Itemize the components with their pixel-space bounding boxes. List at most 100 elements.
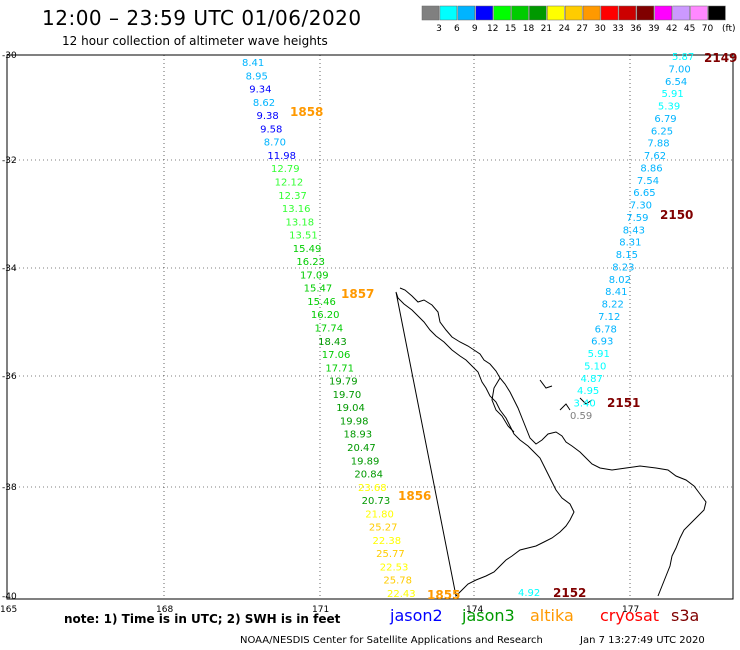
- wave-height-value: 0.59: [570, 411, 592, 422]
- legend-label: 6: [454, 24, 460, 34]
- lon-tick-label: 165: [0, 605, 17, 615]
- wave-height-value: 21.80: [365, 509, 394, 520]
- legend-swatch: [564, 5, 583, 21]
- legend-swatch: [672, 5, 690, 21]
- legend-label: 27: [576, 24, 587, 34]
- map-frame: [6, 54, 734, 600]
- wave-height-value: 16.20: [311, 310, 340, 321]
- legend-swatch: [529, 5, 547, 21]
- legend-unit: (ft): [722, 24, 736, 34]
- legend-label: 39: [648, 24, 660, 34]
- wave-height-value: 19.04: [336, 403, 365, 414]
- wave-height-value: 5.10: [584, 361, 606, 372]
- wave-height-value: 20.84: [354, 470, 383, 481]
- legend-swatch: [600, 5, 619, 21]
- wave-height-value: 8.86: [640, 163, 662, 174]
- wave-height-value: 7.88: [647, 139, 669, 150]
- wave-height-value: 11.98: [267, 151, 296, 162]
- wave-height-value: 5.91: [588, 349, 610, 360]
- legend-label: 70: [702, 24, 714, 34]
- legend-label: 33: [612, 24, 623, 34]
- satellite-jason3: jason3: [462, 606, 515, 625]
- wave-height-value: 8.70: [264, 138, 286, 149]
- legend-label: 24: [559, 24, 571, 34]
- wave-height-value: 7.62: [644, 151, 666, 162]
- wave-height-value: 12.79: [271, 164, 300, 175]
- lat-tick-label: -34: [2, 264, 17, 274]
- map-title: 12:00 – 23:59 UTC 01/06/2020: [42, 6, 362, 30]
- lon-tick-label: 168: [156, 605, 173, 615]
- wave-height-value: 13.51: [289, 231, 318, 242]
- wave-height-value: 18.43: [318, 337, 347, 348]
- legend-label: 15: [505, 24, 516, 34]
- wave-height-value: 8.23: [612, 262, 634, 273]
- wave-height-value: 17.74: [315, 324, 344, 335]
- legend-label: 12: [487, 24, 498, 34]
- wave-height-value: 5.87: [672, 52, 694, 63]
- legend-swatch: [493, 5, 511, 21]
- wave-height-value: 22.38: [373, 536, 402, 547]
- footnote: note: 1) Time is in UTC; 2) SWH is in fe…: [64, 612, 341, 626]
- wave-height-value: 7.54: [637, 176, 659, 187]
- wave-height-value: 8.31: [619, 238, 641, 249]
- legend-label: 3: [436, 24, 442, 34]
- wave-height-value: 6.54: [665, 77, 687, 88]
- new-zealand-coastline: [395, 287, 707, 598]
- legend-label: 21: [541, 24, 552, 34]
- south-track-value: 4.92: [518, 588, 540, 599]
- legend-swatch: [690, 5, 708, 21]
- legend-label: 18: [523, 24, 535, 34]
- lat-tick-label: -32: [2, 156, 17, 166]
- track-east: 5.877.006.545.915.396.796.257.887.628.86…: [570, 52, 694, 422]
- legend-label: 30: [594, 24, 606, 34]
- wave-height-value: 9.38: [257, 111, 279, 122]
- legend-swatch: [582, 5, 601, 21]
- wave-height-value: 20.47: [347, 443, 376, 454]
- legend-swatch: [457, 5, 476, 21]
- pass-time-label: 1857: [341, 287, 374, 301]
- legend-swatch: [618, 5, 637, 21]
- inner-coastline: [491, 377, 593, 433]
- legend-label: 45: [684, 24, 695, 34]
- wave-height-value: 8.22: [602, 300, 624, 311]
- pass-time-label: 2151: [607, 396, 640, 410]
- legend-label: 36: [630, 24, 642, 34]
- wave-height-value: 4.87: [581, 374, 603, 385]
- wave-height-value: 8.41: [605, 287, 627, 298]
- wave-height-value: 13.16: [282, 204, 311, 215]
- wave-height-value: 5.91: [661, 89, 683, 100]
- wave-height-value: 15.46: [307, 297, 336, 308]
- legend-label: 9: [472, 24, 478, 34]
- wave-height-value: 12.12: [275, 177, 304, 188]
- satellite-altika: altika: [530, 606, 574, 625]
- wave-height-value: 12.37: [278, 191, 307, 202]
- lon-tick-label: 171: [312, 605, 329, 615]
- wave-height-value: 4.95: [577, 386, 599, 397]
- wave-height-value: 16.23: [296, 257, 325, 268]
- pass-time-label: 2152: [553, 586, 586, 600]
- wave-height-legend: 3 6 9 12 15 18 21 24 27 30 33 36 39 42 45 70 (ft): [421, 5, 736, 34]
- wave-height-value: 8.41: [242, 58, 264, 69]
- wave-height-value: 6.65: [633, 188, 655, 199]
- wave-height-value: 8.15: [616, 250, 638, 261]
- pass-time-label: 2149: [704, 51, 737, 65]
- wave-height-value: 15.49: [293, 244, 322, 255]
- axis-tick-labels: -30 -32 -34 -36 -38 -40 165 168 171 174 177: [0, 51, 639, 615]
- lon-tick-label: 174: [466, 605, 483, 615]
- legend-swatch: [421, 5, 440, 21]
- legend-swatch: [636, 5, 655, 21]
- wave-height-value: 19.79: [329, 377, 358, 388]
- wave-height-value: 9.34: [249, 85, 271, 96]
- legend-swatch: [547, 5, 565, 21]
- wave-height-value: 8.43: [623, 225, 645, 236]
- satellite-jason2: jason2: [390, 606, 443, 625]
- pass-time-label: 2150: [660, 208, 693, 222]
- legend-swatch: [708, 5, 726, 21]
- legend-swatch: [439, 5, 458, 21]
- wave-height-value: 13.18: [286, 217, 315, 228]
- pass-time-labels: 1858 1857 1856 1855 2149 2150 2151 2152: [290, 51, 737, 602]
- wave-height-value: 7.00: [668, 64, 690, 75]
- generation-timestamp: Jan 7 13:27:49 UTC 2020: [580, 635, 705, 646]
- satellite-s3a: s3a: [671, 606, 700, 625]
